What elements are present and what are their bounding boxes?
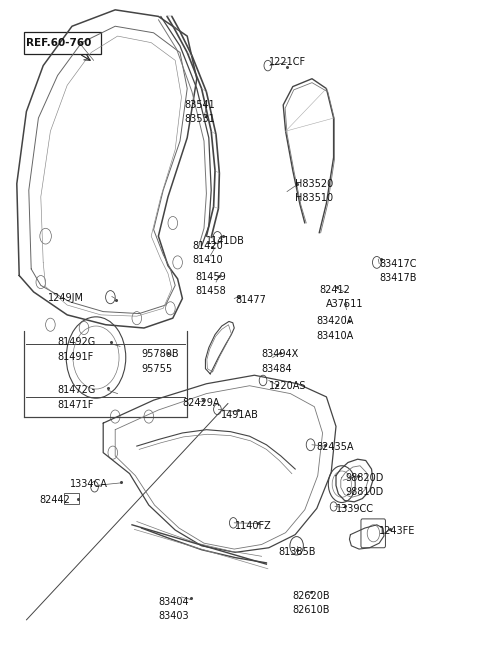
Text: 1140FZ: 1140FZ	[235, 521, 272, 531]
Text: 83403: 83403	[158, 611, 189, 621]
Text: 81410: 81410	[192, 255, 223, 266]
Text: 81492G: 81492G	[58, 337, 96, 348]
Text: 81385B: 81385B	[278, 547, 316, 558]
Text: 83410A: 83410A	[317, 331, 354, 341]
Text: 1141DB: 1141DB	[206, 236, 245, 246]
Text: 95780B: 95780B	[142, 349, 179, 359]
Text: 81420: 81420	[192, 241, 223, 251]
Text: 82610B: 82610B	[293, 605, 330, 615]
Text: 1221CF: 1221CF	[269, 57, 306, 68]
Text: 83417C: 83417C	[379, 258, 417, 269]
Text: 83417B: 83417B	[379, 273, 417, 283]
Text: 81472G: 81472G	[58, 385, 96, 396]
Text: 83494X: 83494X	[262, 349, 299, 359]
Text: 83404: 83404	[158, 596, 189, 607]
Text: 95755: 95755	[142, 363, 173, 374]
Text: 1491AB: 1491AB	[221, 409, 259, 420]
Text: 98810D: 98810D	[346, 487, 384, 497]
Text: 81458: 81458	[196, 286, 227, 297]
Text: 1243FE: 1243FE	[379, 526, 416, 537]
Text: A37511: A37511	[326, 299, 364, 310]
Text: 81471F: 81471F	[58, 400, 94, 410]
Text: H83510: H83510	[295, 193, 333, 203]
Text: 1249JM: 1249JM	[48, 293, 84, 304]
Text: 1334CA: 1334CA	[70, 479, 108, 489]
Text: 83531: 83531	[185, 114, 216, 125]
Text: 81491F: 81491F	[58, 352, 94, 362]
Text: 82412: 82412	[319, 285, 350, 295]
Text: REF.60-760: REF.60-760	[26, 37, 92, 48]
Text: 81459: 81459	[196, 272, 227, 282]
Text: 1220AS: 1220AS	[269, 380, 306, 391]
Text: H83520: H83520	[295, 178, 334, 189]
Text: 82435A: 82435A	[317, 442, 354, 453]
Text: 1339CC: 1339CC	[336, 504, 374, 514]
Text: 82620B: 82620B	[293, 590, 330, 601]
Text: 83420A: 83420A	[317, 316, 354, 327]
Text: 82442: 82442	[40, 495, 71, 505]
Text: 83541: 83541	[185, 100, 216, 110]
Text: 81477: 81477	[235, 295, 266, 305]
Text: 82429A: 82429A	[182, 398, 220, 409]
Text: 83484: 83484	[262, 363, 292, 374]
Text: 98820D: 98820D	[346, 472, 384, 483]
